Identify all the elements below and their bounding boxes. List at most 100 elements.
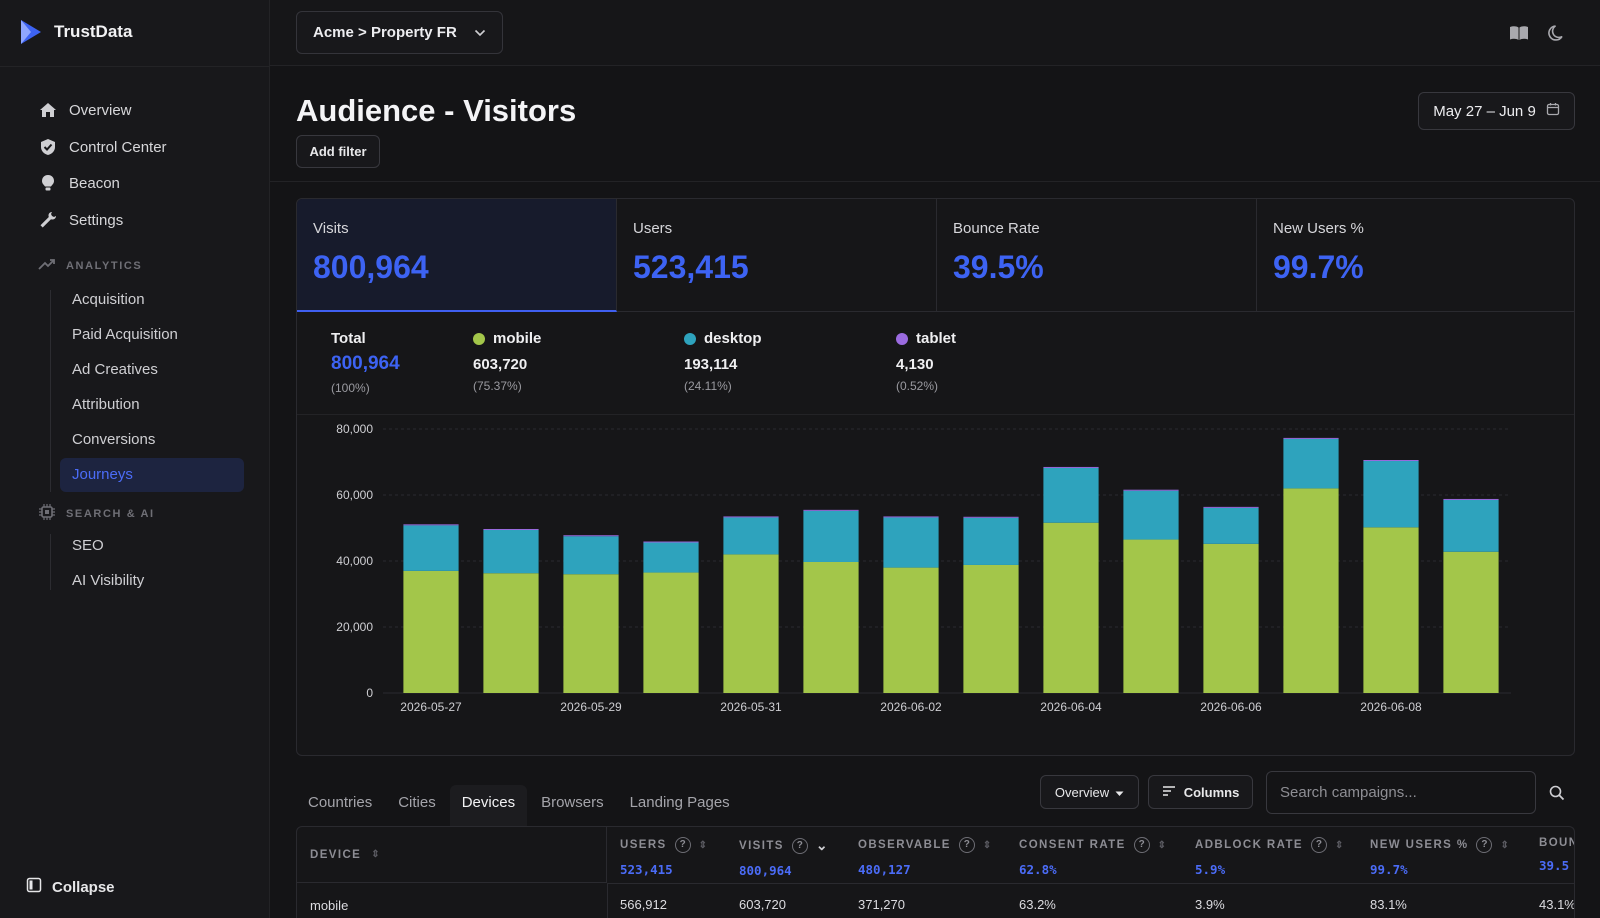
- tab-browsers[interactable]: Browsers: [541, 794, 604, 811]
- section-analytics: ANALYTICS: [38, 257, 142, 274]
- sidebar: TrustData Overview Control Center Beacon…: [0, 0, 270, 918]
- bar-tablet: [403, 524, 459, 526]
- legend-name: mobile: [493, 330, 542, 347]
- column-header-consent-rate[interactable]: CONSENT RATE? ⇕ 62.8%: [1019, 837, 1166, 877]
- column-header-boun[interactable]: BOUN 39.5: [1539, 837, 1574, 873]
- tab-countries[interactable]: Countries: [308, 794, 373, 811]
- sidebar-item-ai-visibility[interactable]: AI Visibility: [72, 572, 145, 589]
- moon-icon[interactable]: [1546, 22, 1568, 44]
- help-circle-icon[interactable]: ?: [1310, 837, 1327, 853]
- sidebar-item-acquisition[interactable]: Acquisition: [72, 291, 145, 308]
- kpi-bounce-rate[interactable]: Bounce Rate 39.5%: [937, 199, 1257, 312]
- kpi-new-users[interactable]: New Users % 99.7%: [1257, 199, 1574, 312]
- tab-cities[interactable]: Cities: [398, 794, 436, 811]
- bar-mobile: [1043, 522, 1099, 693]
- sidebar-item-seo[interactable]: SEO: [72, 537, 104, 554]
- legend-value: 603,720: [473, 356, 528, 373]
- bar-desktop: [1363, 461, 1419, 528]
- bar-tablet: [483, 528, 539, 530]
- column-header-users[interactable]: USERS? ⇕ 523,415: [620, 837, 707, 877]
- legend-pct: (0.52%): [896, 379, 939, 393]
- legend-dot: [684, 332, 696, 345]
- column-header-row: CONSENT RATE? ⇕: [1019, 837, 1166, 853]
- kpi-value: 39.5%: [953, 249, 1044, 285]
- help-circle-icon[interactable]: ?: [674, 837, 691, 853]
- search-campaigns-input[interactable]: [1266, 771, 1536, 814]
- column-header-visits[interactable]: VISITS? ⌄ 800,964: [739, 837, 828, 878]
- sort-desc-icon[interactable]: ⌄: [815, 837, 828, 853]
- sort-icon[interactable]: ⇕: [1157, 839, 1167, 851]
- y-tick-label: 80,000: [336, 422, 373, 436]
- bar-desktop: [1283, 438, 1339, 489]
- nav-settings[interactable]: Settings: [38, 208, 123, 232]
- legend-mobile[interactable]: mobile 603,720 (75.37%): [473, 330, 541, 393]
- date-range-picker[interactable]: May 27 – Jun 9: [1418, 92, 1575, 130]
- column-header-row: ADBLOCK RATE? ⇕: [1195, 837, 1343, 853]
- nav-overview[interactable]: Overview: [38, 98, 132, 122]
- sidebar-item-paid-acquisition[interactable]: Paid Acquisition: [72, 326, 178, 343]
- legend-tablet[interactable]: tablet 4,130 (0.52%): [896, 330, 956, 393]
- sidebar-item-conversions[interactable]: Conversions: [72, 431, 156, 448]
- columns-button[interactable]: Columns: [1148, 775, 1253, 809]
- bar-mobile: [1123, 539, 1179, 693]
- column-header-adblock-rate[interactable]: ADBLOCK RATE? ⇕ 5.9%: [1195, 837, 1343, 877]
- brand[interactable]: TrustData: [18, 18, 132, 46]
- help-circle-icon[interactable]: ?: [1133, 837, 1150, 853]
- legend-desktop[interactable]: desktop 193,114 (24.11%): [684, 330, 762, 393]
- sidebar-item-attribution[interactable]: Attribution: [72, 396, 140, 413]
- bulb-icon: [38, 173, 58, 193]
- collapse-button[interactable]: Collapse: [26, 877, 115, 897]
- table-cell: 371,270: [858, 897, 905, 912]
- property-select[interactable]: Acme > Property FR: [296, 11, 503, 54]
- y-tick-label: 60,000: [336, 488, 373, 502]
- x-tick-label: 2026-06-06: [1200, 700, 1262, 714]
- bar-tablet: [1043, 466, 1099, 468]
- overview-select[interactable]: Overview: [1040, 775, 1139, 809]
- sidebar-item-journeys[interactable]: Journeys: [60, 458, 244, 492]
- calendar-icon: [1546, 102, 1560, 120]
- sort-icon[interactable]: ⇕: [698, 839, 708, 851]
- tab-landing-pages[interactable]: Landing Pages: [629, 794, 730, 811]
- column-header-row: OBSERVABLE? ⇕: [858, 837, 991, 853]
- legend-dot: [473, 332, 485, 345]
- y-tick-label: 20,000: [336, 620, 373, 634]
- tab-devices[interactable]: Devices: [449, 785, 528, 827]
- kpi-users[interactable]: Users 523,415: [617, 199, 937, 312]
- devices-table: DEVICE ⇕ mobile USERS? ⇕ 523,415 VISITS? ⌄ 80…: [296, 826, 1575, 918]
- sidebar-item-ad-creatives[interactable]: Ad Creatives: [72, 361, 158, 378]
- page-title: Audience - Visitors: [296, 93, 577, 128]
- column-total: 5.9%: [1195, 862, 1226, 877]
- search-icon[interactable]: [1547, 783, 1567, 803]
- column-header-new-users[interactable]: NEW USERS %? ⇕ 99.7%: [1370, 837, 1509, 877]
- sort-icon[interactable]: ⇕: [1334, 839, 1344, 851]
- bar-mobile: [483, 573, 539, 693]
- column-header-row: BOUN: [1539, 837, 1574, 849]
- help-circle-icon[interactable]: ?: [1476, 837, 1493, 853]
- kpi-visits[interactable]: Visits 800,964: [297, 199, 617, 312]
- x-tick-label: 2026-05-31: [720, 700, 782, 714]
- legend-name: tablet: [916, 330, 957, 347]
- nav-beacon[interactable]: Beacon: [38, 171, 120, 195]
- sort-icon[interactable]: ⇕: [1500, 839, 1509, 851]
- bar-desktop: [1203, 507, 1259, 544]
- help-circle-icon[interactable]: ?: [958, 837, 975, 853]
- kpi-label: New Users %: [1273, 220, 1364, 237]
- bar-desktop: [883, 517, 939, 568]
- x-tick-label: 2026-05-29: [560, 700, 622, 714]
- chip-icon: [38, 503, 56, 524]
- bar-tablet: [563, 535, 619, 537]
- sidebar-divider: [0, 66, 270, 67]
- sort-icon[interactable]: ⇕: [982, 839, 992, 851]
- dimension-tabs: Countries Cities Devices Browsers Landin…: [296, 785, 744, 827]
- bar-mobile: [643, 572, 699, 693]
- table-cell: 83.1%: [1370, 897, 1407, 912]
- bar-desktop: [803, 510, 859, 562]
- legend-total-pct: (100%): [331, 381, 370, 395]
- column-header-device[interactable]: DEVICE ⇕: [297, 827, 607, 883]
- add-filter-button[interactable]: Add filter: [296, 135, 380, 168]
- nav-control-center[interactable]: Control Center: [38, 135, 167, 159]
- column-header-observable[interactable]: OBSERVABLE? ⇕ 480,127: [858, 837, 991, 877]
- bar-desktop: [1443, 499, 1499, 552]
- docs-book-icon[interactable]: [1508, 22, 1530, 44]
- help-circle-icon[interactable]: ?: [791, 837, 808, 854]
